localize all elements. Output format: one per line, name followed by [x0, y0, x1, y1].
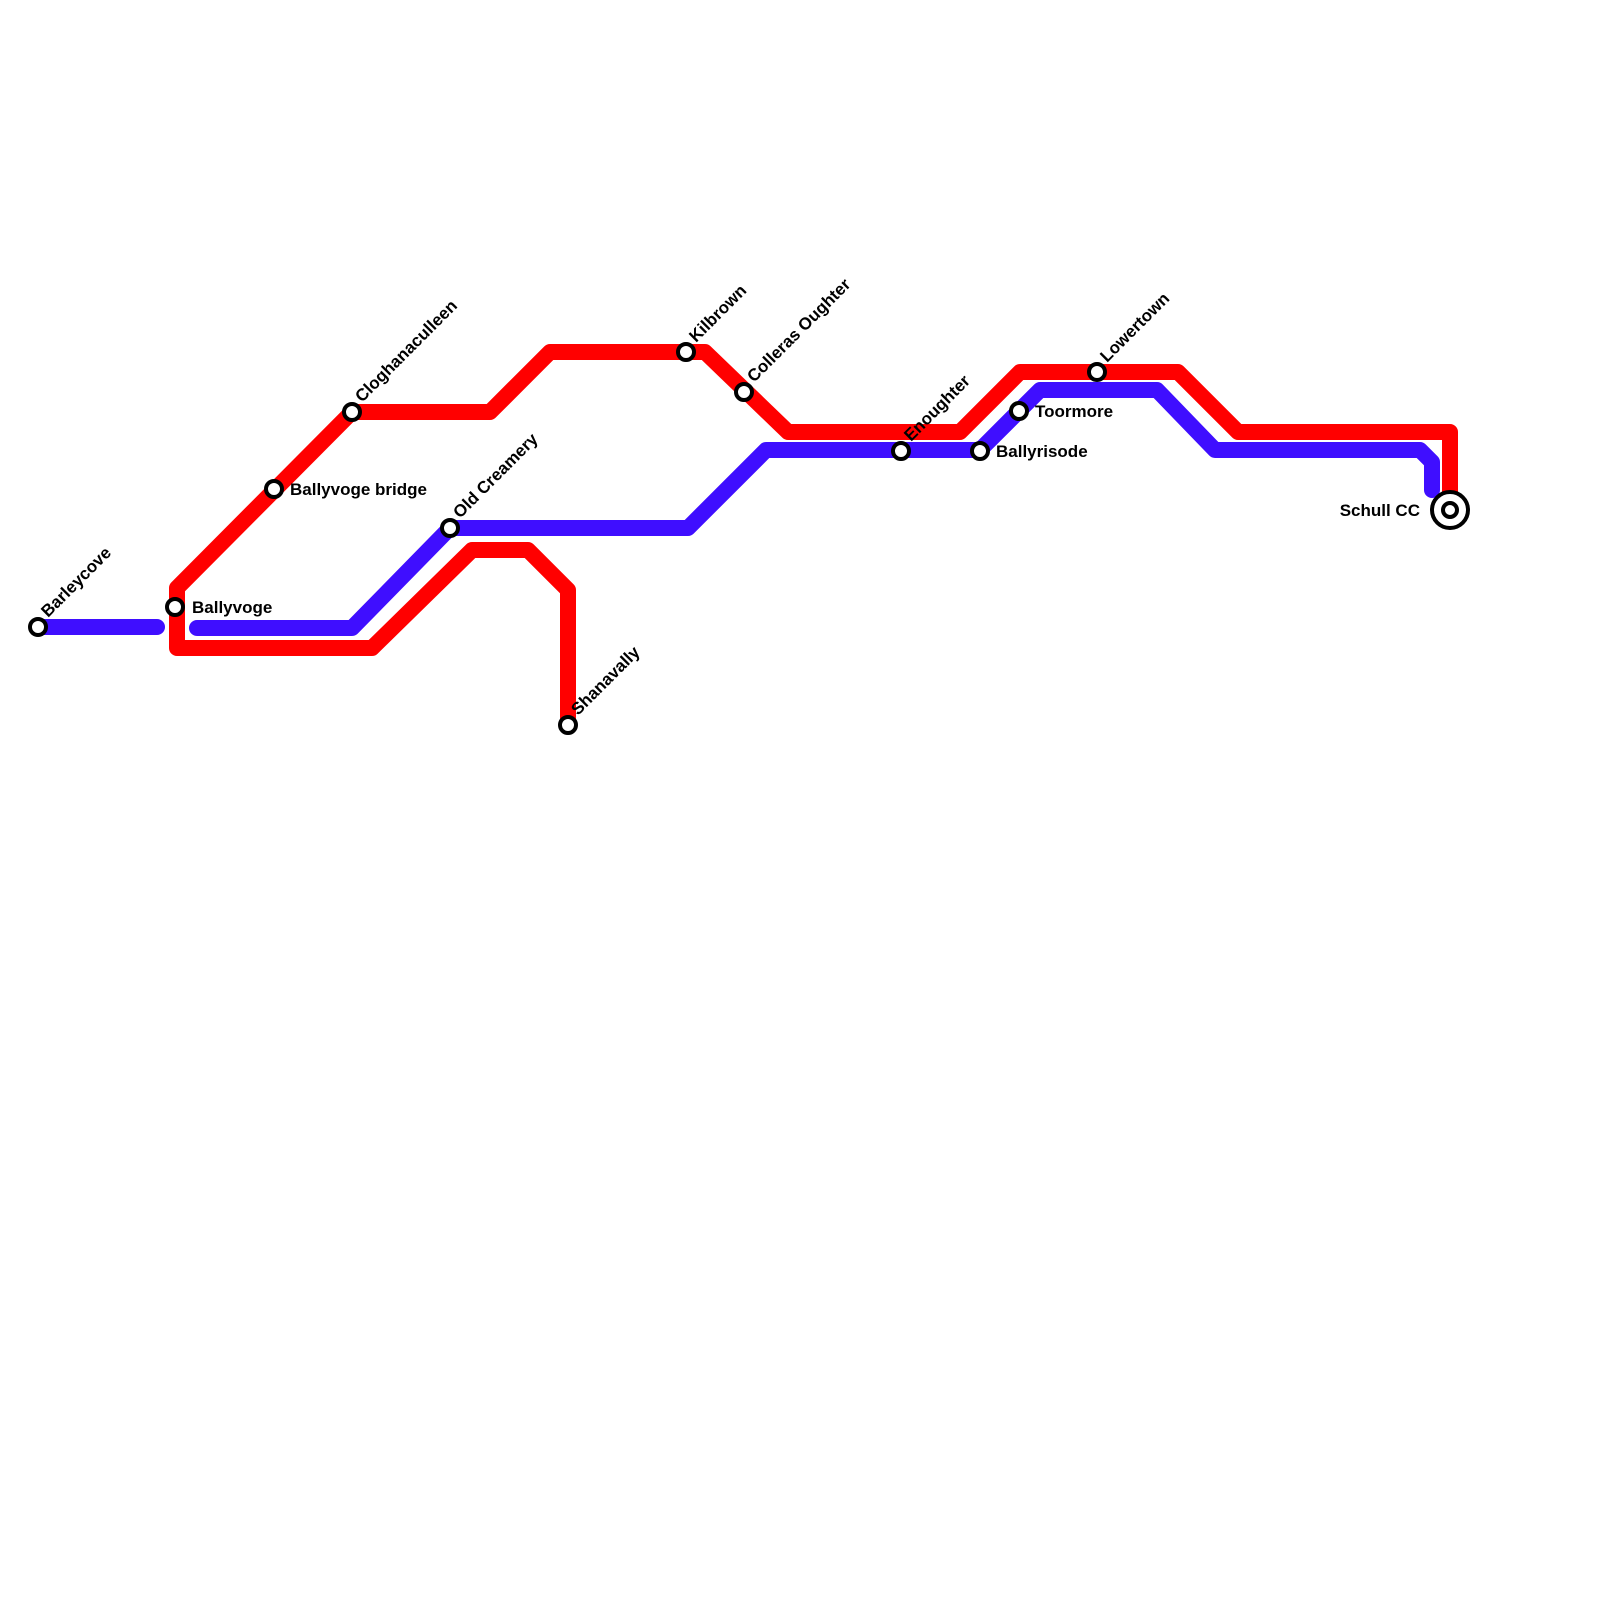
stations [28, 342, 1470, 735]
station-label: Kilbrown [685, 281, 750, 346]
station-marker [342, 402, 362, 422]
station-marker [970, 441, 990, 461]
station-label: Toormore [1035, 402, 1113, 421]
station-label: Shanavally [567, 642, 644, 719]
station-label: Schull CC [1340, 501, 1420, 520]
station-label: Lowertown [1096, 289, 1173, 366]
station-label: Ballyrisode [996, 442, 1088, 461]
station-label: Colleras Oughter [743, 275, 854, 386]
station-marker [1009, 401, 1029, 421]
station-marker [676, 342, 696, 362]
blue-line [189, 382, 1440, 636]
station-marker [734, 382, 754, 402]
station-marker [558, 715, 578, 735]
station-label: Ballyvoge bridge [290, 480, 427, 499]
station-marker [264, 479, 284, 499]
red-line [169, 344, 1458, 733]
station-label: Cloghanaculleen [351, 296, 461, 406]
station-marker [891, 441, 911, 461]
station-marker [165, 597, 185, 617]
station-marker [28, 617, 48, 637]
station-marker [1087, 362, 1107, 382]
station-label: Ballyvoge [192, 598, 272, 617]
station-label: Barleycove [37, 543, 115, 621]
station-marker [440, 518, 460, 538]
terminal-marker [1441, 501, 1459, 519]
station-label: Old Creamery [449, 429, 542, 522]
